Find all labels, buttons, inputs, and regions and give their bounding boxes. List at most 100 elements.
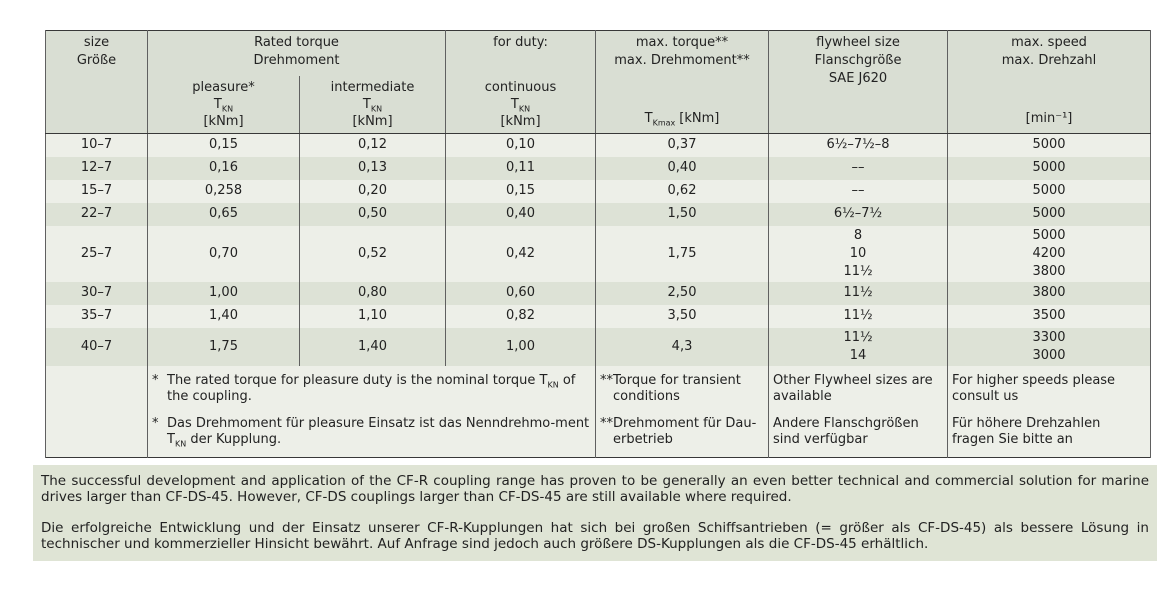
cell-pleasure: 0,70 — [147, 225, 300, 282]
cell-max-torque: 1,50 — [595, 202, 770, 226]
cell-pleasure: 0,16 — [147, 156, 300, 180]
cell-line: –– — [851, 183, 865, 198]
coupling-spec-table: size Größe Rated torque Drehmoment for d… — [45, 30, 1152, 458]
footnote-text: Drehmoment für Dau-erbetrieb — [613, 415, 757, 447]
cell-speed: 5000 4200 3800 — [947, 225, 1152, 282]
footnote-speed: For higher speeds please consult us Für … — [947, 365, 1152, 457]
cell-continuous: 0,60 — [445, 281, 597, 305]
table-row: 35–7 1,40 1,10 0,82 3,50 11½ 3500 — [45, 304, 1152, 328]
header-rated-torque-en: Rated torque — [254, 35, 339, 50]
cell-flywheel: 11½ — [768, 304, 949, 328]
cell-line: 3800 — [1032, 285, 1066, 300]
cell-intermediate: 0,20 — [298, 179, 447, 203]
header-size-de: Größe — [76, 53, 117, 68]
footnote-item: ** Drehmoment für Dau-erbetrieb — [600, 416, 764, 448]
header-speed-de: max. Drehzahl — [1001, 53, 1097, 68]
header-continuous-symbol: TKN — [510, 96, 531, 114]
cell-max-torque: 2,50 — [595, 281, 770, 305]
header-flywheel-en: flywheel size — [816, 35, 900, 50]
bottom-note-block: The successful development and applicati… — [33, 464, 1157, 561]
header-max-torque-unit: TKmax [kNm] — [644, 111, 720, 128]
cell-line: 5000 — [1032, 183, 1066, 198]
footnote-marker: ** — [600, 372, 614, 388]
header-intermediate-symbol: TKN — [362, 96, 383, 114]
cell-size: 10–7 — [45, 133, 148, 157]
cell-line: –– — [851, 160, 865, 175]
table-row: 12–7 0,16 0,13 0,11 0,40 –– 5000 — [45, 156, 1152, 180]
cell-max-torque: 0,62 — [595, 179, 770, 203]
cell-speed: 5000 — [947, 156, 1152, 180]
cell-line: 5000 — [1032, 227, 1066, 243]
cell-max-torque: 1,75 — [595, 225, 770, 282]
cell-speed: 3300 3000 — [947, 327, 1152, 366]
footnote-max-torque: ** Torque for transient conditions ** Dr… — [595, 365, 770, 457]
footnotes-row: * The rated torque for pleasure duty is … — [45, 365, 1152, 457]
table-row: 40–7 1,75 1,40 1,00 4,3 11½ 14 3300 3000 — [45, 327, 1152, 366]
header-pleasure-label: pleasure* — [192, 79, 255, 95]
header-flywheel-de: Flanschgröße — [814, 53, 902, 68]
header-speed: max. speed max. Drehzahl [min⁻¹] — [947, 30, 1152, 134]
cell-pleasure: 0,15 — [147, 133, 300, 157]
table-body: 10–7 0,15 0,12 0,10 0,37 6½–7½–8 5000 12–7 0,16 0… — [45, 133, 1152, 366]
cell-intermediate: 0,50 — [298, 202, 447, 226]
footnote-marker: * — [152, 372, 159, 388]
footnote-marker: * — [152, 415, 159, 431]
header-for-duty-label: for duty: — [493, 35, 548, 50]
cell-speed: 5000 — [947, 179, 1152, 203]
cell-line: 5000 — [1032, 160, 1066, 175]
footnote-text: Other Flywheel sizes are available — [773, 372, 933, 404]
cell-line: 14 — [849, 347, 867, 363]
cell-max-torque: 4,3 — [595, 327, 770, 366]
header-flywheel: flywheel size Flanschgröße SAE J620 — [768, 30, 949, 134]
header-max-torque: max. torque** max. Drehmoment** TKmax [kN… — [595, 30, 770, 134]
cell-flywheel: –– — [768, 179, 949, 203]
cell-line: 3000 — [1032, 347, 1066, 363]
table-header: size Größe Rated torque Drehmoment for d… — [45, 30, 1152, 134]
cell-continuous: 0,10 — [445, 133, 597, 157]
cell-line: 11½ — [843, 329, 873, 345]
cell-flywheel: –– — [768, 156, 949, 180]
header-size: size Größe — [45, 30, 148, 134]
footnote-text: Für höhere Drehzahlen fragen Sie bitte a… — [952, 415, 1101, 447]
cell-flywheel: 6½–7½–8 — [768, 133, 949, 157]
cell-continuous: 0,15 — [445, 179, 597, 203]
bottom-paragraph-de: Die erfolgreiche Entwicklung und der Ein… — [41, 519, 1149, 552]
header-speed-en: max. speed — [1011, 35, 1087, 50]
header-pleasure-symbol: TKN — [213, 96, 234, 114]
cell-continuous: 0,11 — [445, 156, 597, 180]
cell-speed: 3500 — [947, 304, 1152, 328]
cell-size: 40–7 — [45, 327, 148, 366]
header-max-torque-de: max. Drehmoment** — [614, 53, 750, 68]
header-speed-unit: [min⁻¹] — [1025, 111, 1073, 126]
cell-pleasure: 1,75 — [147, 327, 300, 366]
footnote-text: The rated torque for pleasure duty is th… — [167, 372, 576, 404]
table-row: 10–7 0,15 0,12 0,10 0,37 6½–7½–8 5000 — [45, 133, 1152, 157]
cell-continuous: 0,42 — [445, 225, 597, 282]
cell-continuous: 0,82 — [445, 304, 597, 328]
cell-line: 6½–7½–8 — [826, 137, 890, 153]
footnote-text: For higher speeds please consult us — [952, 372, 1116, 404]
table-row: 15–7 0,258 0,20 0,15 0,62 –– 5000 — [45, 179, 1152, 203]
footnote-empty-cell — [45, 365, 148, 457]
header-for-duty: for duty: — [445, 30, 597, 76]
footnote-flywheel: Other Flywheel sizes are available Ander… — [768, 365, 949, 457]
cell-intermediate: 0,52 — [298, 225, 447, 282]
header-continuous-label: continuous — [484, 79, 557, 95]
cell-line: 3500 — [1032, 308, 1066, 323]
cell-line: 3800 — [1032, 263, 1066, 279]
footnote-item: * The rated torque for pleasure duty is … — [152, 373, 591, 405]
header-continuous: continuous TKN [kNm] — [445, 75, 597, 134]
header-rated-torque: Rated torque Drehmoment — [146, 30, 447, 76]
cell-line: 6½–7½ — [833, 206, 883, 221]
cell-intermediate: 1,10 — [298, 304, 447, 328]
header-intermediate-unit: [kNm] — [352, 113, 393, 129]
header-rated-torque-de: Drehmoment — [253, 53, 340, 68]
cell-continuous: 1,00 — [445, 327, 597, 366]
cell-size: 25–7 — [45, 225, 148, 282]
footnote-marker: ** — [600, 415, 614, 431]
header-max-torque-en: max. torque** — [635, 35, 729, 50]
cell-max-torque: 0,40 — [595, 156, 770, 180]
cell-size: 12–7 — [45, 156, 148, 180]
cell-line: 8 — [853, 227, 863, 243]
header-size-en: size — [83, 35, 110, 50]
